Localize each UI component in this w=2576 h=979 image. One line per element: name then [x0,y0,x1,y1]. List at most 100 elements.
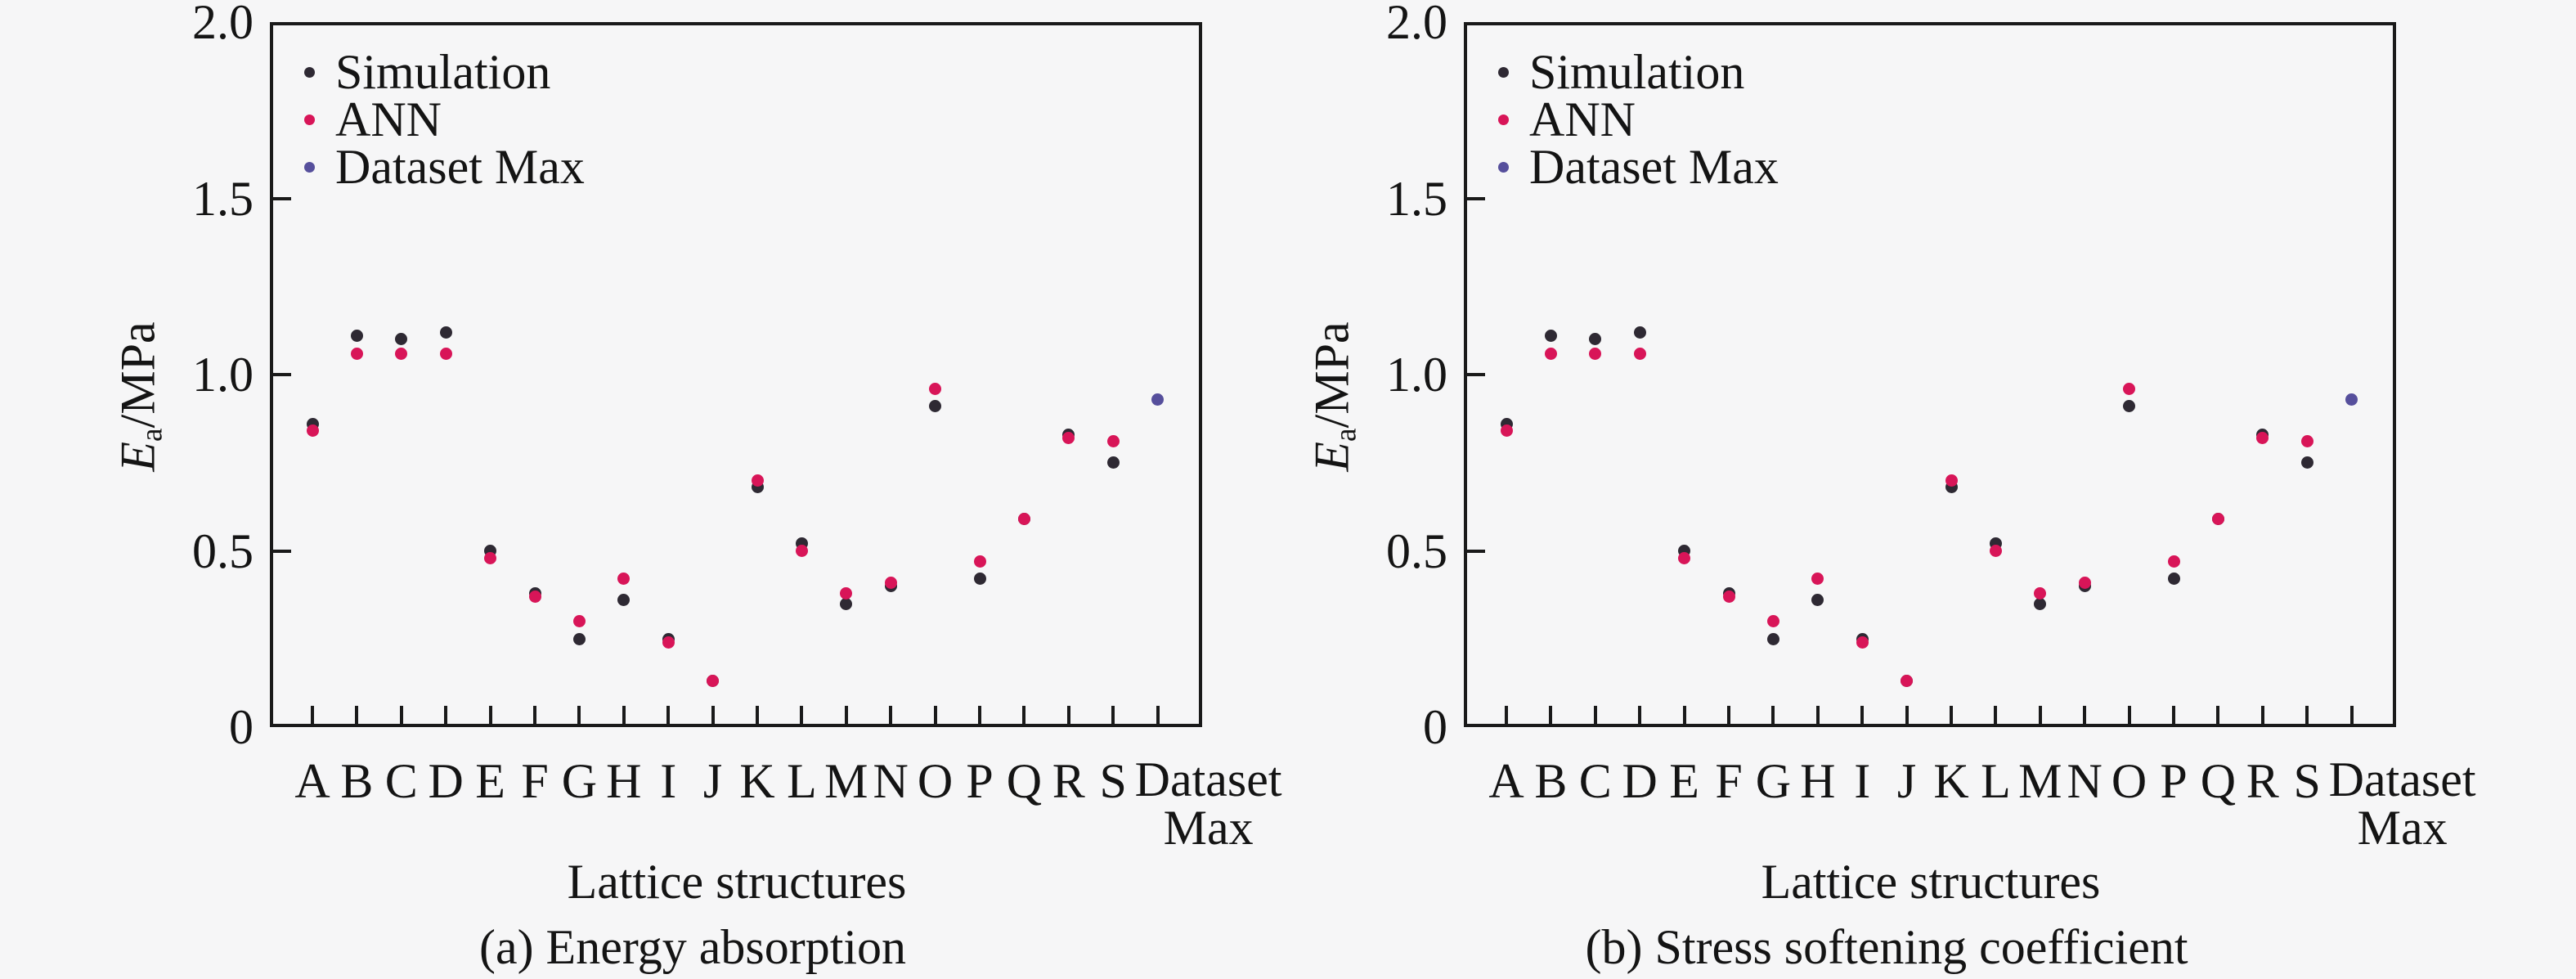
data-point-ann [1062,432,1075,445]
x-axis-tick [2216,706,2220,724]
x-category-label: G [561,754,598,808]
x-category-label: G [1755,754,1792,808]
x-axis-label: Lattice structures [567,855,907,909]
y-tick-label: 0.5 [1386,523,1447,578]
x-axis-tick [1505,706,1508,724]
data-point-simulation [572,632,586,645]
data-point-simulation [884,580,897,593]
y-tick-label: 1.0 [1386,348,1447,402]
data-point-ann [439,347,452,360]
panel-caption: (b) Stress softening coefficient [1585,920,2188,974]
data-point-ann [350,347,363,360]
y-tick-label: 0.5 [192,523,254,578]
x-axis-tick [1593,706,1597,724]
data-point-simulation [617,594,631,607]
y-tick-label: 1.0 [192,348,254,402]
data-point-ann [1544,347,1557,360]
legend-label-dataset-max: Dataset Max [1529,140,1779,194]
data-point-ann [662,636,675,649]
legend-marker-dataset-max [1497,161,1509,173]
x-category-label: P [2160,754,2188,808]
data-point-simulation [350,330,363,343]
data-point-simulation [1106,456,1120,469]
data-point-simulation [795,537,808,550]
y-tick-label: 2.0 [1386,0,1447,49]
x-axis-tick [1111,706,1115,724]
x-axis-tick [1950,706,1953,724]
data-point-simulation [973,573,986,586]
y-tick-label: 0 [1423,700,1447,754]
x-category-label: L [787,754,817,808]
x-category-label: O [917,754,954,808]
x-axis-tick [2127,706,2131,724]
data-point-simulation [1544,330,1557,343]
data-point-ann [929,382,942,395]
data-point-simulation [439,326,452,339]
data-point-simulation [751,481,764,494]
data-point-simulation [2034,597,2047,610]
data-point-simulation [2123,400,2136,413]
x-category-label: K [739,754,775,808]
x-axis-tick [2260,706,2264,724]
x-category-label-dataset: Dataset [2328,752,2476,806]
x-category-label: H [606,754,642,808]
x-axis-tick [1156,706,1160,724]
x-axis-tick [2038,706,2042,724]
data-point-ann [840,586,853,600]
y-tick-label: 0 [229,700,254,754]
x-axis-tick [844,706,848,724]
x-category-label: A [294,754,330,808]
data-point-ann [2256,432,2269,445]
data-point-ann [1633,347,1646,360]
data-point-simulation [2078,580,2091,593]
x-category-label: F [521,754,549,808]
legend-marker-ann [303,114,315,125]
y-axis-label: Ea/MPa [1304,321,1363,472]
legend-marker-ann [1497,114,1509,125]
legend-marker-simulation [303,66,315,78]
y-axis-label: Ea/MPa [110,321,169,472]
x-axis-tick [1638,706,1642,724]
data-point-ann [1945,474,1958,487]
x-category-label: S [1099,754,1127,808]
data-point-ann [2034,586,2047,600]
x-axis-tick [1905,706,1909,724]
data-point-simulation [1633,326,1646,339]
x-axis-tick [2172,706,2175,724]
y-tick-label: 1.5 [192,171,254,226]
data-point-simulation [1989,537,2002,550]
data-point-ann [1017,513,1030,526]
data-point-ann [973,555,986,568]
x-axis-tick [1860,706,1865,724]
x-axis-tick [800,706,804,724]
x-category-label: N [2067,754,2103,808]
x-axis-tick [622,706,626,724]
data-point-ann [1678,551,1691,564]
data-point-ann [1500,424,1513,438]
data-point-simulation [2256,428,2269,441]
y-axis-tick [273,549,291,553]
data-point-simulation [707,675,720,688]
legend-marker-simulation [1497,66,1509,78]
x-category-label: O [2111,754,2147,808]
x-category-label: Q [2200,754,2237,808]
data-point-ann [395,347,408,360]
x-axis-tick [1815,706,1820,724]
x-category-label: B [1534,754,1568,808]
x-axis-tick [978,706,981,724]
x-category-label: C [1578,754,1612,808]
data-point-ann [1989,545,2002,557]
x-axis-tick [399,706,403,724]
x-axis-tick [1727,706,1730,724]
panel-caption: (a) Energy absorption [478,920,907,974]
x-category-label: F [1715,754,1743,808]
y-axis-tick [1467,549,1485,553]
x-category-label: K [1933,754,1969,808]
x-category-label: A [1488,754,1524,808]
x-category-label: R [1052,754,1085,808]
x-category-label: C [384,754,418,808]
data-point-dataset-max [1151,393,1165,406]
